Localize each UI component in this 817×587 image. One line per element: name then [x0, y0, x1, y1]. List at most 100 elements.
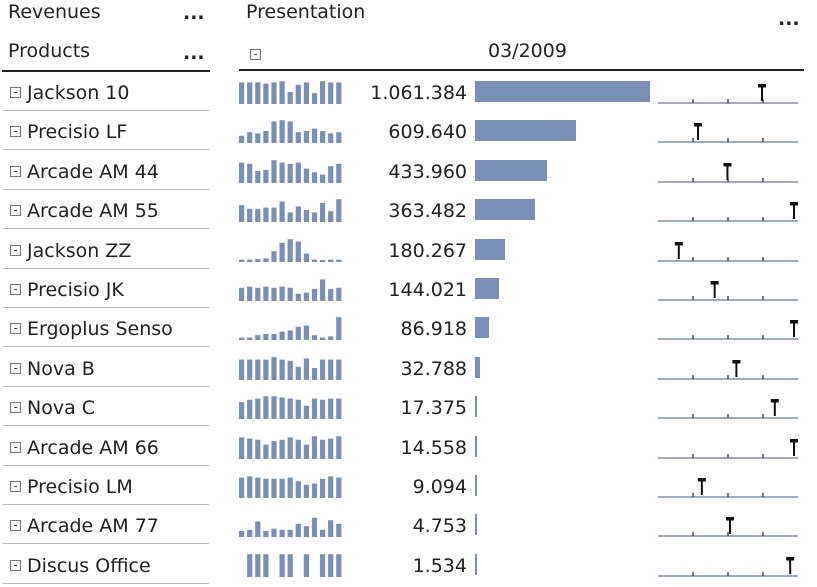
sparkline-bar — [279, 201, 285, 223]
table-row[interactable]: Arcade AM 44 433.960 — [0, 152, 817, 190]
table-row[interactable]: Arcade AM 77 4.753 — [0, 506, 817, 545]
sparkline-bar — [336, 477, 342, 498]
product-label[interactable]: Jackson ZZ — [10, 240, 131, 262]
sparkline-bar — [287, 330, 293, 341]
product-label[interactable]: Arcade AM 66 — [10, 437, 159, 459]
product-name: Arcade AM 77 — [27, 515, 159, 538]
product-label[interactable]: Arcade AM 77 — [10, 515, 159, 537]
sparkline-bar — [311, 435, 318, 459]
product-label[interactable]: Precisio LM — [10, 476, 133, 498]
revenue-bar — [475, 81, 650, 102]
marker-head — [786, 556, 795, 561]
sparkline-bar — [255, 553, 261, 577]
sparkline-bar — [295, 481, 301, 498]
expand-icon[interactable] — [10, 284, 21, 295]
sparkline-bar — [279, 81, 285, 104]
sparkline-bar — [239, 136, 245, 144]
revenue-value: 363.482 — [388, 200, 467, 223]
table-row[interactable]: Arcade AM 66 14.558 — [0, 428, 817, 466]
sparkline-bar — [271, 478, 277, 498]
row-divider — [3, 425, 209, 427]
row-divider — [3, 346, 209, 348]
sparkline-bar — [255, 258, 261, 262]
row-divider — [3, 307, 209, 308]
sparkline-bar — [328, 438, 334, 459]
table-row[interactable]: Precisio LM 9.094 — [0, 467, 817, 505]
product-label[interactable]: Nova B — [10, 358, 95, 380]
sparkline-bar — [247, 399, 253, 420]
product-label[interactable]: Arcade AM 55 — [10, 200, 159, 222]
revenues-more-button[interactable]: ... — [183, 2, 205, 24]
table-row[interactable]: Precisio LF 609.640 — [0, 112, 817, 151]
variance-marker-chart — [658, 438, 798, 459]
product-label[interactable]: Ergoplus Senso — [10, 318, 173, 340]
period-header: 03/2009 — [488, 40, 567, 62]
revenue-value: 1.534 — [412, 554, 467, 577]
sparkline-bar — [279, 242, 285, 262]
presentation-header: Presentation — [246, 1, 365, 23]
sparkline-bar — [239, 531, 245, 538]
expand-icon[interactable] — [10, 481, 21, 492]
products-more-button[interactable]: ... — [183, 42, 205, 64]
product-label[interactable]: Precisio LF — [10, 121, 127, 143]
sparkline-bar — [303, 82, 309, 104]
sparkline-bar — [287, 92, 293, 104]
product-label[interactable]: Discus Office — [10, 555, 151, 577]
table-row[interactable]: Arcade AM 55 363.482 — [0, 191, 817, 230]
product-label[interactable]: Nova C — [10, 397, 95, 419]
expand-icon[interactable] — [10, 244, 21, 256]
sparkline — [239, 159, 342, 183]
expand-icon[interactable] — [10, 165, 21, 177]
sparkline-bar — [320, 337, 326, 341]
sparkline-bar — [287, 553, 293, 577]
expand-icon[interactable] — [10, 205, 21, 217]
sparkline-bar — [271, 82, 277, 104]
sparkline-bar — [279, 553, 285, 577]
product-name: Nova B — [27, 357, 95, 380]
sparkline-bar — [271, 287, 277, 301]
expand-icon[interactable] — [10, 87, 21, 98]
expand-icon[interactable] — [10, 441, 21, 453]
table-row[interactable]: Discus Office 1.534 — [0, 546, 817, 584]
table-row[interactable]: Nova B 32.788 — [0, 349, 817, 387]
marker-head — [694, 123, 702, 127]
presentation-expander[interactable] — [250, 45, 261, 64]
product-label[interactable]: Jackson 10 — [10, 82, 129, 104]
sparkline-bar — [239, 287, 245, 301]
expand-icon[interactable] — [10, 559, 21, 571]
revenue-value: 4.753 — [412, 515, 467, 538]
sparkline-bar — [255, 477, 261, 498]
sparkline-bar — [239, 402, 245, 420]
sparkline-bar — [263, 531, 269, 538]
expand-icon[interactable] — [10, 362, 21, 374]
sparkline-bar — [247, 359, 253, 380]
expand-icon[interactable] — [10, 520, 21, 532]
product-name: Discus Office — [27, 554, 151, 577]
sparkline-bar — [295, 293, 301, 301]
sparkline — [239, 81, 342, 104]
table-row[interactable]: Jackson 10 1.061.384 — [0, 73, 817, 111]
sparkline-bar — [328, 553, 334, 577]
sparkline-bar — [303, 292, 309, 301]
sparkline-bar — [255, 287, 261, 301]
sparkline-bar — [311, 171, 318, 183]
expand-icon[interactable] — [10, 402, 21, 414]
table-row[interactable]: Nova C 17.375 — [0, 388, 817, 427]
sparkline-bar — [328, 165, 334, 183]
table-row[interactable]: Jackson ZZ 180.267 — [0, 231, 817, 269]
sparkline — [239, 396, 342, 420]
sparkline-bar — [287, 163, 293, 183]
table-row[interactable]: Ergoplus Senso 86.918 — [0, 309, 817, 348]
expand-icon[interactable] — [10, 126, 21, 138]
product-label[interactable]: Precisio JK — [10, 279, 124, 301]
presentation-more-button[interactable]: ... — [778, 8, 800, 30]
expand-icon[interactable] — [10, 323, 21, 335]
sparkline-bar — [271, 121, 277, 144]
table-row[interactable]: Precisio JK 144.021 — [0, 270, 817, 308]
revenues-label: Revenues — [8, 1, 101, 23]
sparkline-bar — [239, 477, 245, 498]
product-label[interactable]: Arcade AM 44 — [10, 161, 159, 183]
marker-head — [697, 478, 706, 482]
marker-head — [770, 399, 779, 403]
sparkline-bar — [255, 335, 261, 341]
